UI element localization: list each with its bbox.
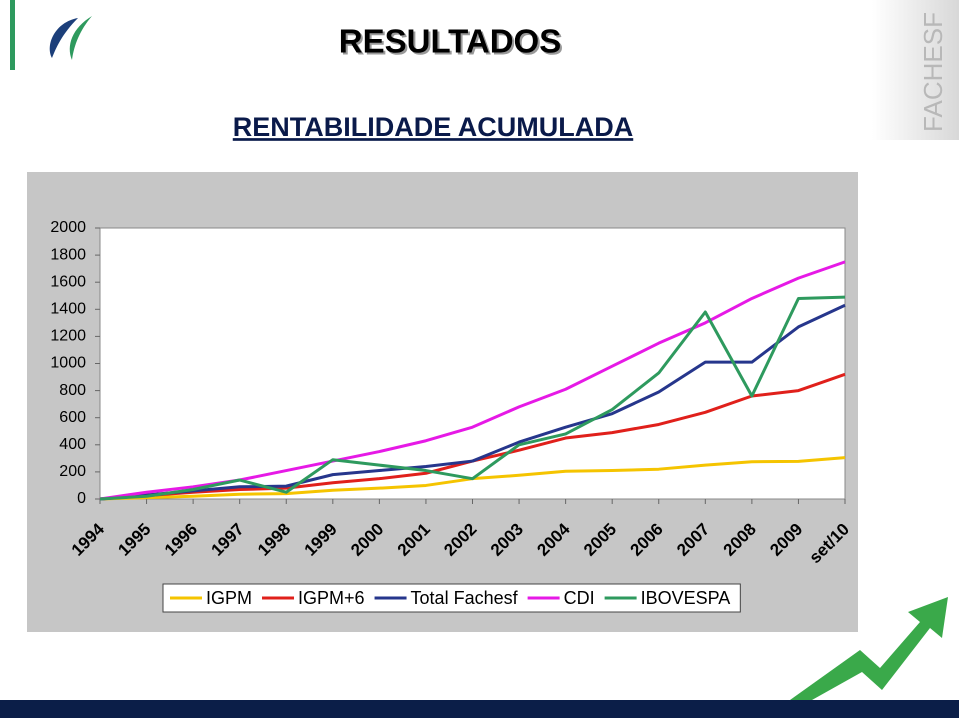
y-tick-label: 1400 xyxy=(50,301,86,318)
series-line xyxy=(99,295,846,501)
y-tick-label: 0 xyxy=(77,490,86,507)
y-tick-label: 800 xyxy=(59,382,86,399)
logo xyxy=(49,16,92,60)
legend-label: IBOVESPA xyxy=(641,588,731,608)
subtitle: RENTABILIDADE ACUMULADA xyxy=(233,112,633,142)
title: RESULTADOS xyxy=(339,23,561,60)
footer-bar xyxy=(0,700,959,718)
brand-text: FACHESF xyxy=(918,12,948,132)
legend-label: CDI xyxy=(564,588,595,608)
y-tick-label: 1600 xyxy=(50,273,86,290)
legend-label: IGPM xyxy=(206,588,252,608)
y-tick-label: 1800 xyxy=(50,246,86,263)
legend-box xyxy=(162,583,741,613)
y-tick-label: 600 xyxy=(59,409,86,426)
legend-label: IGPM+6 xyxy=(298,588,365,608)
y-tick-label: 1000 xyxy=(50,355,86,372)
y-tick-label: 200 xyxy=(59,463,86,480)
y-tick-label: 1200 xyxy=(50,328,86,345)
title-shadow: RESULTADOS xyxy=(341,25,563,62)
y-tick-label: 400 xyxy=(59,436,86,453)
arrow-deco xyxy=(790,597,948,700)
y-tick-label: 2000 xyxy=(50,219,86,236)
legend-label: Total Fachesf xyxy=(411,588,519,608)
brand-box xyxy=(872,0,959,140)
accent-bar xyxy=(10,0,15,70)
series-line xyxy=(99,303,846,501)
